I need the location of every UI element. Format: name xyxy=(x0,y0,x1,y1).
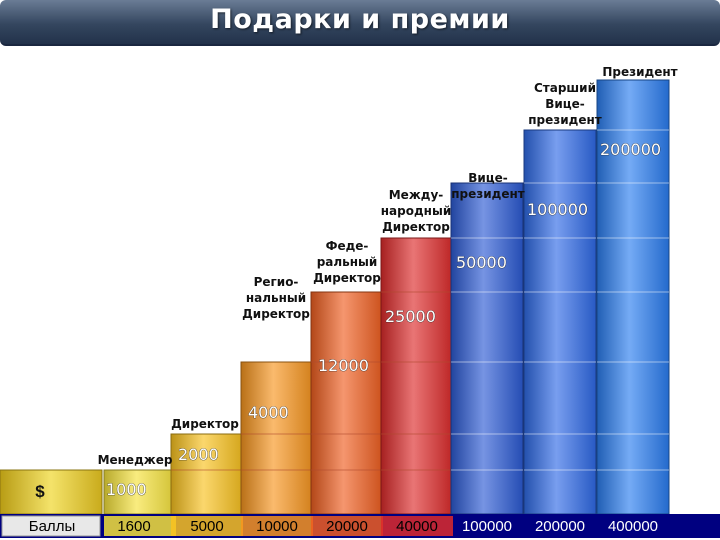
category-label-line: Между- xyxy=(389,188,444,202)
points-value: 10000 xyxy=(256,518,298,535)
category-label-line: Феде- xyxy=(326,239,369,253)
category-label-line: нальный xyxy=(246,291,306,305)
bar-0 xyxy=(103,469,177,515)
bar-5 xyxy=(450,182,524,515)
points-value: 400000 xyxy=(608,518,658,535)
category-label: Директор xyxy=(171,417,239,431)
category-label-line: Директор xyxy=(171,417,239,431)
points-value: 20000 xyxy=(326,518,368,535)
bar-2 xyxy=(240,361,314,515)
points-cell-bg xyxy=(311,516,383,536)
category-label: Феде-ральный Директор xyxy=(313,239,381,285)
points-value: 100000 xyxy=(462,518,512,535)
page-title: Подарки и премии xyxy=(210,3,510,35)
value-label: 4000 xyxy=(248,403,289,422)
category-label-line: Директор xyxy=(382,220,450,234)
points-cell-bg xyxy=(381,516,453,536)
points-cell-bg xyxy=(171,516,243,536)
value-label: 12000 xyxy=(318,356,369,375)
category-label: Президент xyxy=(602,65,677,79)
category-label-line: ральный xyxy=(317,255,378,269)
points-label-cell xyxy=(1,515,101,537)
value-label: 1000 xyxy=(106,480,147,499)
category-label-line: Президент xyxy=(602,65,677,79)
value-label: 50000 xyxy=(456,253,507,272)
value-label: 25000 xyxy=(385,307,436,326)
points-value: 200000 xyxy=(535,518,585,535)
category-label-line: Вице- xyxy=(468,171,508,185)
category-label-line: Регио- xyxy=(254,275,299,289)
category-label: Между-народный Директор xyxy=(381,188,451,234)
currency-label: $ xyxy=(35,482,45,501)
points-row-label: Баллы xyxy=(29,518,75,535)
points-cell-bg xyxy=(241,516,313,536)
points-cell-bg xyxy=(104,516,176,536)
category-label-line: народный xyxy=(381,204,451,218)
category-label: Регио-нальный Директор xyxy=(242,275,310,321)
category-label: Старший Вице-президент xyxy=(528,81,602,127)
points-value: 5000 xyxy=(190,518,223,535)
category-label: Менеджер xyxy=(98,453,173,467)
bar-3 xyxy=(310,291,384,515)
bar-6 xyxy=(523,129,597,515)
bar-7 xyxy=(596,79,670,515)
category-label-line: Вице- xyxy=(545,97,585,111)
category-label-line: Старший xyxy=(534,81,596,95)
bar-4 xyxy=(380,237,454,515)
currency-cell xyxy=(0,469,103,515)
bar-1 xyxy=(170,433,244,515)
category-label-line: президент xyxy=(451,187,525,201)
points-value: 40000 xyxy=(396,518,438,535)
points-value: 1600 xyxy=(117,518,150,535)
category-label-line: президент xyxy=(528,113,602,127)
category-label-line: Директор xyxy=(242,307,310,321)
category-label-line: Менеджер xyxy=(98,453,173,467)
value-label: 200000 xyxy=(600,140,661,159)
category-label: Вице-президент xyxy=(451,171,525,201)
value-label: 100000 xyxy=(527,200,588,219)
category-label-line: Директор xyxy=(313,271,381,285)
title-bar: Подарки и премии xyxy=(0,0,720,46)
value-label: 2000 xyxy=(178,445,219,464)
